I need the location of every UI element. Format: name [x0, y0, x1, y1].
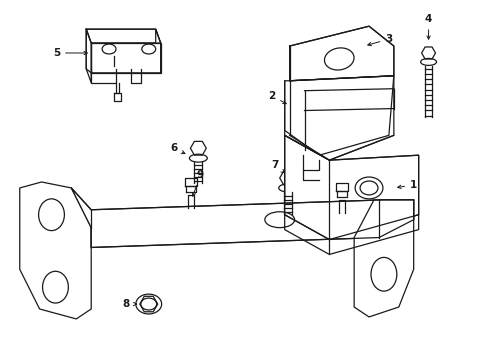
- Text: 8: 8: [122, 299, 137, 309]
- Polygon shape: [91, 43, 161, 73]
- Polygon shape: [20, 182, 91, 319]
- Text: 2: 2: [267, 91, 285, 104]
- Polygon shape: [289, 26, 393, 81]
- Polygon shape: [86, 29, 161, 43]
- Polygon shape: [155, 29, 161, 73]
- Polygon shape: [284, 76, 393, 155]
- Text: 6: 6: [169, 143, 184, 154]
- Text: 4: 4: [424, 14, 431, 39]
- Text: 1: 1: [397, 180, 416, 190]
- Text: 5: 5: [53, 48, 87, 58]
- Text: 9: 9: [192, 170, 203, 196]
- Polygon shape: [284, 135, 418, 239]
- Polygon shape: [71, 188, 413, 247]
- Text: 7: 7: [270, 160, 284, 173]
- Polygon shape: [86, 29, 91, 83]
- Text: 3: 3: [367, 34, 392, 46]
- Polygon shape: [353, 200, 413, 317]
